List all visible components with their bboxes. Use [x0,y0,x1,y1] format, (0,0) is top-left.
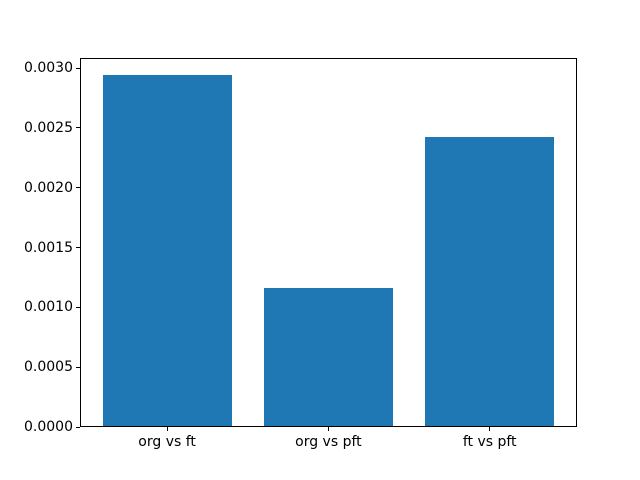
y-tick-mark [76,247,80,249]
bar-org-vs-pft [263,288,393,428]
y-tick-label: 0.0010 [24,299,73,316]
bar-ft-vs-pft [425,137,555,428]
x-tick-mark [489,427,491,432]
y-tick-mark [76,306,80,308]
y-tick-label: 0.0015 [24,239,73,256]
y-tick-label: 0.0020 [24,179,73,196]
y-tick-label: 0.0000 [24,419,73,436]
x-tick-mark [327,427,329,432]
y-tick-mark [76,67,80,69]
y-tick-mark [76,426,80,428]
x-tick-label: org vs ft [138,434,196,451]
x-tick-mark [166,427,168,432]
y-tick-label: 0.0030 [24,60,73,77]
x-tick-label: ft vs pft [462,434,517,451]
x-tick-label: org vs pft [295,434,362,451]
y-tick-label: 0.0025 [24,119,73,136]
y-tick-mark [76,366,80,368]
y-tick-mark [76,187,80,189]
y-tick-label: 0.0005 [24,359,73,376]
bar-org-vs-ft [102,75,232,428]
y-tick-mark [76,127,80,129]
